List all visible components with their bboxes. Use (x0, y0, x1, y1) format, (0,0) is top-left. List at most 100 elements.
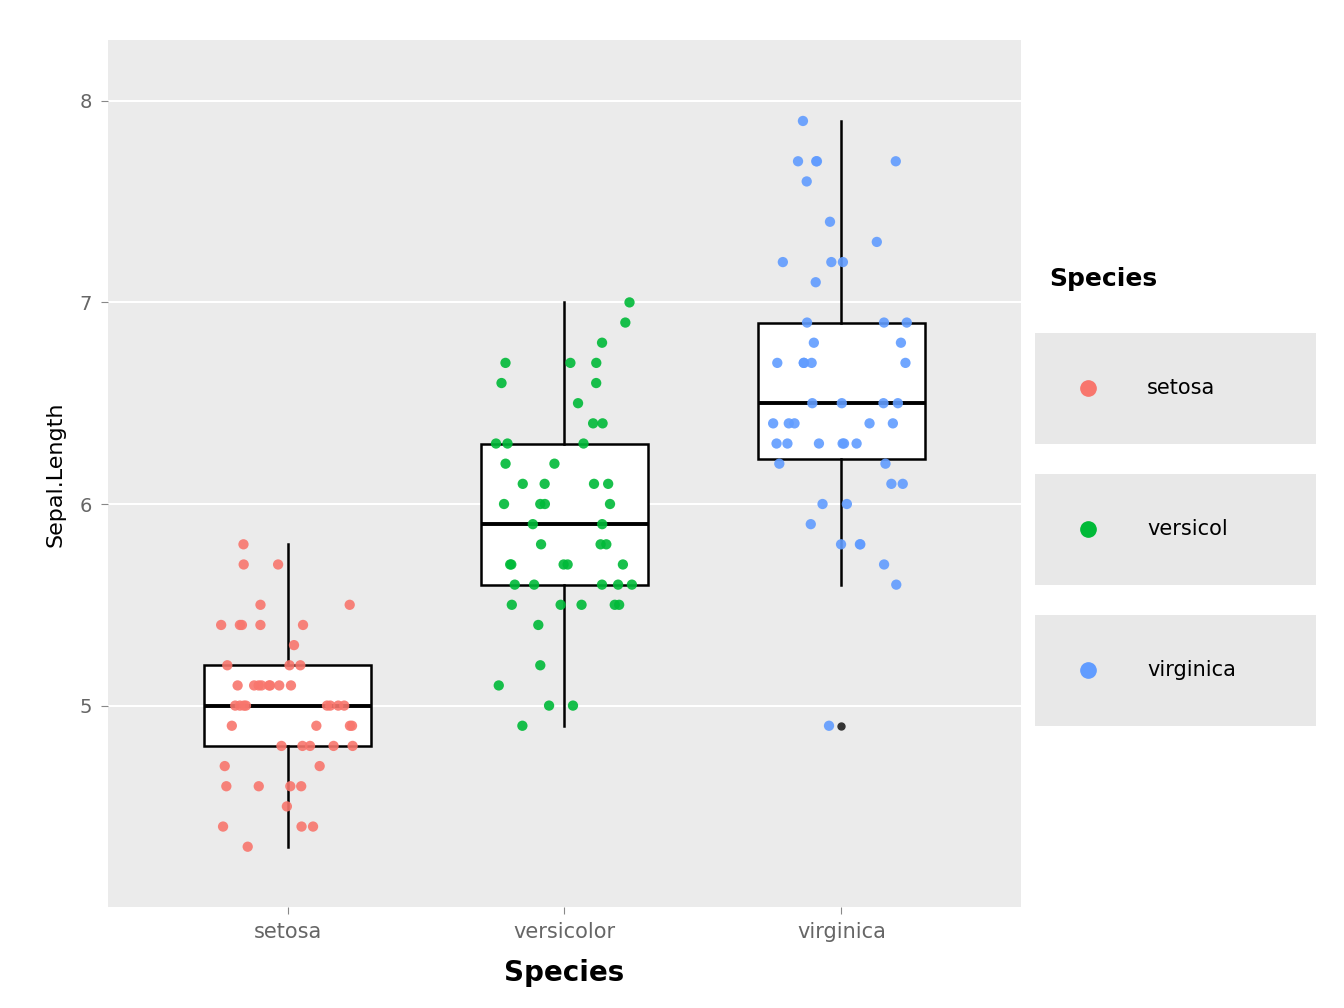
Point (251, 677, 273, 694)
Point (290, 778, 312, 794)
Point (590, 536, 612, 552)
Point (769, 456, 790, 472)
Point (228, 617, 250, 633)
Point (887, 395, 909, 411)
Point (278, 657, 300, 673)
Point (289, 657, 310, 673)
FancyBboxPatch shape (1035, 615, 1316, 726)
Point (559, 355, 581, 371)
Point (247, 677, 269, 694)
Point (214, 758, 235, 774)
Point (621, 577, 642, 593)
Point (233, 698, 254, 714)
Point (890, 335, 911, 351)
Point (341, 718, 363, 734)
Point (249, 778, 270, 794)
Point (796, 314, 817, 331)
PathPatch shape (481, 444, 648, 585)
Point (539, 698, 560, 714)
Point (591, 415, 613, 431)
Point (573, 435, 594, 452)
FancyBboxPatch shape (1035, 333, 1316, 444)
Point (820, 214, 841, 230)
Point (267, 556, 289, 573)
Point (562, 698, 583, 714)
Point (544, 456, 566, 472)
Point (614, 314, 636, 331)
Point (886, 577, 907, 593)
Point (224, 698, 246, 714)
Point (534, 476, 555, 492)
Point (603, 597, 625, 613)
Point (530, 496, 551, 512)
Point (250, 617, 271, 633)
Point (488, 677, 509, 694)
Point (778, 415, 800, 431)
Point (552, 556, 574, 573)
Point (612, 556, 633, 573)
Point (845, 435, 867, 452)
Point (591, 335, 613, 351)
Point (339, 718, 360, 734)
Point (895, 355, 917, 371)
Point (227, 677, 249, 694)
Y-axis label: Sepal.Length: Sepal.Length (46, 401, 66, 546)
Point (290, 818, 312, 835)
Point (796, 173, 817, 190)
Point (567, 395, 589, 411)
Point (831, 536, 852, 552)
Point (292, 738, 313, 754)
Point (556, 556, 578, 573)
Point (793, 355, 814, 371)
Point (762, 415, 784, 431)
Point (792, 113, 813, 129)
Point (831, 395, 852, 411)
Point (231, 617, 253, 633)
Point (323, 738, 344, 754)
Point (801, 395, 823, 411)
Point (766, 435, 788, 452)
PathPatch shape (758, 323, 925, 459)
Point (882, 415, 903, 431)
Point (212, 818, 234, 835)
Point (493, 496, 515, 512)
Point (806, 153, 828, 169)
Point (500, 556, 521, 573)
Point (300, 738, 321, 754)
Point (495, 456, 516, 472)
Point (497, 435, 519, 452)
Point (800, 516, 821, 532)
Point (530, 657, 551, 673)
Point (599, 496, 621, 512)
Point (270, 738, 292, 754)
Point (849, 536, 871, 552)
Point (292, 617, 313, 633)
Point (500, 556, 521, 573)
Point (485, 435, 507, 452)
Point (523, 577, 544, 593)
Point (801, 355, 823, 371)
Point (216, 657, 238, 673)
Point (836, 496, 857, 512)
Point (804, 335, 825, 351)
Point (328, 698, 349, 714)
Point (531, 536, 552, 552)
Point (320, 698, 341, 714)
Point (276, 798, 297, 814)
Point (583, 476, 605, 492)
Point (512, 718, 534, 734)
Text: setosa: setosa (1148, 378, 1215, 398)
Point (333, 698, 355, 714)
Point (832, 254, 853, 270)
Point (233, 536, 254, 552)
Point (618, 294, 640, 310)
Point (305, 718, 327, 734)
Point (892, 476, 914, 492)
Point (501, 597, 523, 613)
Point (521, 516, 543, 532)
Point (211, 617, 233, 633)
Point (788, 153, 809, 169)
Point (808, 435, 829, 452)
Point (280, 778, 301, 794)
Point (880, 476, 902, 492)
